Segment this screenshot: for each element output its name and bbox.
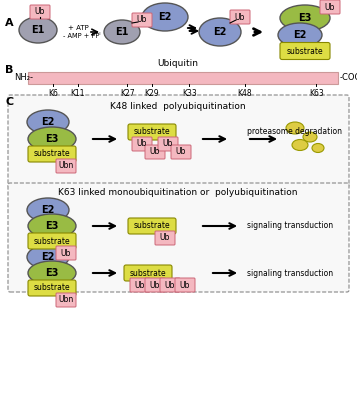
Ellipse shape — [27, 245, 69, 269]
Ellipse shape — [312, 144, 324, 152]
Text: Ub: Ub — [176, 148, 186, 156]
Text: Ub: Ub — [137, 16, 147, 24]
Text: C: C — [5, 97, 13, 107]
Ellipse shape — [286, 122, 304, 134]
Text: signaling transduction: signaling transduction — [247, 222, 333, 230]
Ellipse shape — [292, 140, 308, 150]
Text: A: A — [5, 18, 14, 28]
FancyBboxPatch shape — [175, 278, 195, 292]
Text: substrate: substrate — [287, 46, 323, 56]
Text: E2: E2 — [158, 12, 172, 22]
Text: E2: E2 — [41, 205, 55, 215]
Text: -COOH: -COOH — [340, 72, 357, 82]
Ellipse shape — [19, 17, 57, 43]
Text: Ubiquitin: Ubiquitin — [157, 59, 198, 68]
Text: K11: K11 — [70, 89, 85, 98]
Text: K63: K63 — [309, 89, 324, 98]
Text: E3: E3 — [45, 221, 59, 231]
Text: substrate: substrate — [130, 268, 166, 278]
Text: Ubn: Ubn — [59, 296, 74, 304]
Ellipse shape — [28, 261, 76, 285]
FancyBboxPatch shape — [230, 10, 250, 24]
Text: Ub: Ub — [137, 140, 147, 148]
Ellipse shape — [104, 20, 140, 44]
FancyBboxPatch shape — [171, 145, 191, 159]
Text: substrate: substrate — [34, 236, 70, 246]
FancyBboxPatch shape — [132, 137, 152, 151]
Text: substrate: substrate — [134, 128, 170, 136]
Text: E2: E2 — [293, 30, 307, 40]
Text: substrate: substrate — [134, 222, 170, 230]
Text: K48 linked  polyubiquitination: K48 linked polyubiquitination — [110, 102, 246, 111]
Ellipse shape — [280, 5, 330, 31]
Text: E2: E2 — [41, 117, 55, 127]
FancyBboxPatch shape — [8, 183, 349, 292]
Text: Ub: Ub — [135, 280, 145, 290]
FancyBboxPatch shape — [8, 95, 349, 187]
FancyBboxPatch shape — [56, 159, 76, 173]
Text: K48: K48 — [238, 89, 252, 98]
FancyBboxPatch shape — [56, 246, 76, 260]
FancyBboxPatch shape — [28, 146, 76, 162]
Text: - AMP + PPᴵ: - AMP + PPᴵ — [63, 33, 101, 39]
Text: Ubn: Ubn — [59, 162, 74, 170]
Bar — [28, 72, 338, 84]
Text: E3: E3 — [45, 268, 59, 278]
FancyBboxPatch shape — [320, 0, 340, 14]
Text: Ub: Ub — [325, 2, 335, 12]
FancyBboxPatch shape — [132, 13, 152, 27]
Ellipse shape — [27, 110, 69, 134]
Text: B: B — [5, 65, 13, 75]
Text: Ub: Ub — [150, 148, 160, 156]
Text: E3: E3 — [298, 13, 312, 23]
Text: E1: E1 — [115, 27, 129, 37]
Text: E2: E2 — [213, 27, 227, 37]
Text: E1: E1 — [31, 25, 45, 35]
Text: substrate: substrate — [34, 284, 70, 292]
FancyBboxPatch shape — [130, 278, 150, 292]
Text: Ub: Ub — [35, 8, 45, 16]
FancyBboxPatch shape — [124, 265, 172, 281]
FancyBboxPatch shape — [145, 145, 165, 159]
Text: K33: K33 — [182, 89, 197, 98]
FancyBboxPatch shape — [128, 124, 176, 140]
FancyBboxPatch shape — [28, 233, 76, 249]
FancyBboxPatch shape — [30, 5, 50, 19]
Text: + ATP: + ATP — [68, 25, 89, 31]
Text: K6: K6 — [48, 89, 58, 98]
Text: Ub: Ub — [163, 140, 173, 148]
Text: Ub: Ub — [235, 12, 245, 22]
Text: K29: K29 — [145, 89, 159, 98]
Ellipse shape — [303, 132, 317, 142]
FancyBboxPatch shape — [158, 137, 178, 151]
Text: E2: E2 — [41, 252, 55, 262]
Ellipse shape — [28, 214, 76, 238]
Text: K63 linked monoubiquitination or  polyubiquitination: K63 linked monoubiquitination or polyubi… — [58, 188, 298, 197]
Text: proteasome degradation: proteasome degradation — [247, 128, 342, 136]
Text: Ub: Ub — [160, 234, 170, 242]
Text: NH₂-: NH₂- — [14, 72, 33, 82]
Ellipse shape — [278, 23, 322, 47]
FancyBboxPatch shape — [28, 280, 76, 296]
Ellipse shape — [199, 18, 241, 46]
Text: E3: E3 — [45, 134, 59, 144]
FancyBboxPatch shape — [145, 278, 165, 292]
Text: Ub: Ub — [165, 280, 175, 290]
Text: Ub: Ub — [180, 280, 190, 290]
Ellipse shape — [142, 3, 188, 31]
Text: substrate: substrate — [34, 150, 70, 158]
Text: K27: K27 — [120, 89, 135, 98]
FancyBboxPatch shape — [280, 42, 330, 60]
FancyBboxPatch shape — [56, 293, 76, 307]
Text: Ub: Ub — [61, 248, 71, 258]
Text: Ub: Ub — [150, 280, 160, 290]
FancyBboxPatch shape — [128, 218, 176, 234]
Text: signaling transduction: signaling transduction — [247, 268, 333, 278]
Ellipse shape — [28, 127, 76, 151]
FancyBboxPatch shape — [160, 278, 180, 292]
FancyBboxPatch shape — [155, 231, 175, 245]
Ellipse shape — [27, 198, 69, 222]
